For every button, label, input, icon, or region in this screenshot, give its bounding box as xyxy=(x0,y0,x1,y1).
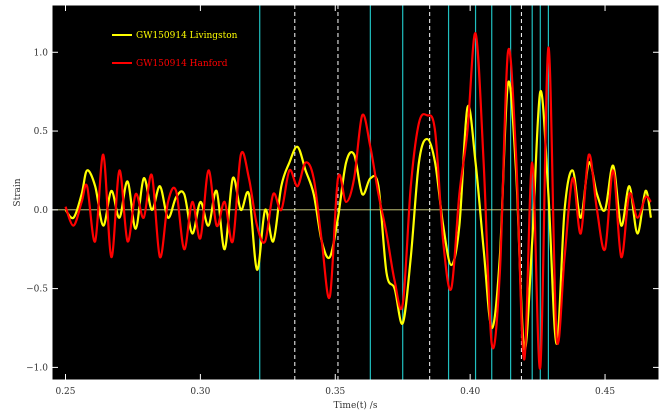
axes: 0.25 0.30 0.35 0.40 0.45 −1.0 −0.5 0.0 0.5 1.0 xyxy=(26,4,660,397)
legend: GW150914 Livingston GW150914 Hanford xyxy=(112,31,238,69)
y-tick-label-3: 0.5 xyxy=(34,127,49,137)
x-tick-label-3: 0.40 xyxy=(460,387,480,397)
y-tick-label-4: 1.0 xyxy=(34,48,49,58)
y-axis-label: Strain xyxy=(13,178,23,206)
x-tick-label-2: 0.35 xyxy=(325,387,345,397)
x-tick-label-0: 0.25 xyxy=(55,387,75,397)
y-tick-label-0: −1.0 xyxy=(26,363,48,373)
legend-label-1: GW150914 Hanford xyxy=(136,59,228,69)
series-layer xyxy=(64,32,652,370)
x-tick-label-1: 0.30 xyxy=(190,387,210,397)
plot-frame xyxy=(51,4,660,381)
x-tick-label-4: 0.45 xyxy=(595,387,615,397)
legend-label-0: GW150914 Livingston xyxy=(136,31,238,41)
series-line-1 xyxy=(64,32,652,370)
x-axis-label: Time(t) /s xyxy=(334,400,378,411)
y-tick-label-1: −0.5 xyxy=(26,285,48,295)
y-tick-label-2: 0.0 xyxy=(34,206,49,216)
